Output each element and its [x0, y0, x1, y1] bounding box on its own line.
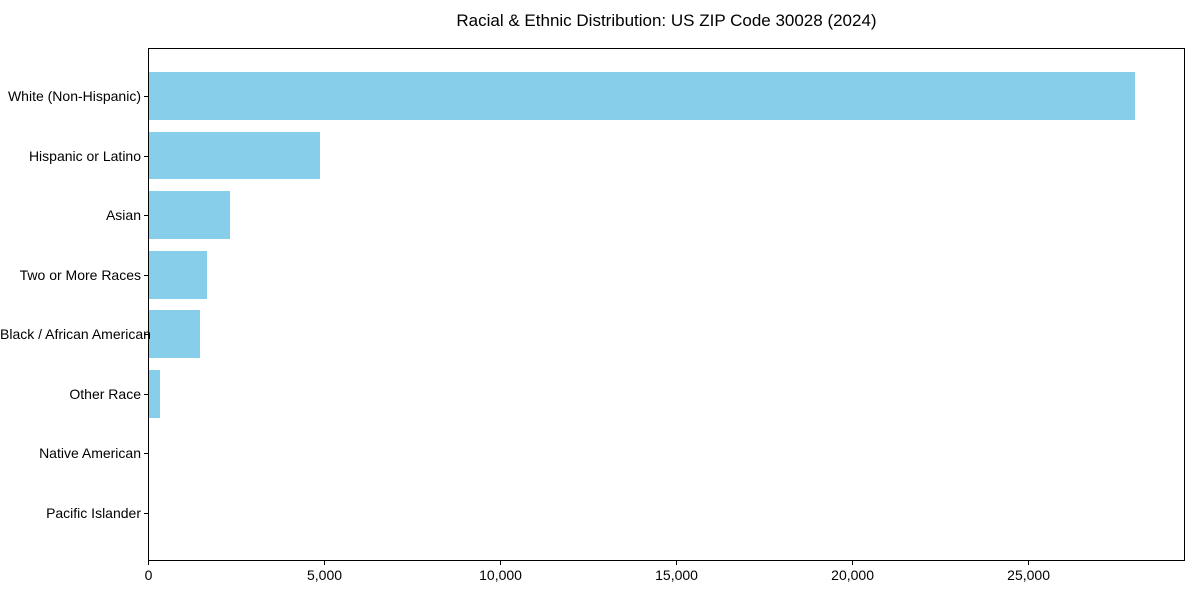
x-tick-label: 0 [144, 567, 153, 583]
y-tick-label: Asian [105, 207, 141, 224]
x-tick [148, 561, 149, 565]
y-tick [144, 155, 148, 157]
y-tick-label: Native American [39, 445, 141, 462]
x-tick [500, 561, 502, 565]
bar-asian [149, 191, 230, 239]
bar-two-or-more-races [149, 250, 208, 299]
x-tick [676, 561, 678, 565]
bar-white-non-hispanic [149, 72, 1135, 120]
y-tick-label: Hispanic or Latino [28, 147, 141, 164]
bar-black-african-american [149, 310, 201, 359]
y-tick-label: Other Race [69, 385, 141, 402]
x-tick [1028, 561, 1030, 565]
x-tick-label: 25,000 [1007, 567, 1051, 583]
x-tick-label: 5,000 [306, 567, 343, 583]
x-tick-label: 20,000 [831, 567, 874, 583]
y-tick-label: White (Non-Hispanic) [7, 88, 141, 105]
bar-hispanic-or-latino [149, 131, 320, 180]
x-tick [852, 561, 854, 565]
chart-title: Racial & Ethnic Distribution: US ZIP Cod… [456, 11, 877, 30]
plot-area [148, 48, 1185, 561]
y-tick [144, 96, 148, 98]
x-tick [324, 561, 326, 565]
y-tick [144, 215, 148, 217]
y-tick [144, 512, 148, 514]
bar-other-race [149, 370, 160, 418]
y-tick [144, 453, 148, 455]
x-tick-label: 15,000 [655, 567, 698, 583]
y-tick [144, 393, 148, 395]
y-tick-label: Black / African American [0, 326, 151, 343]
y-tick-label: Two or More Races [19, 266, 141, 283]
y-tick-label: Pacific Islander [46, 504, 141, 521]
y-tick [144, 274, 148, 276]
x-tick-label: 10,000 [479, 567, 522, 583]
y-tick [144, 334, 148, 336]
